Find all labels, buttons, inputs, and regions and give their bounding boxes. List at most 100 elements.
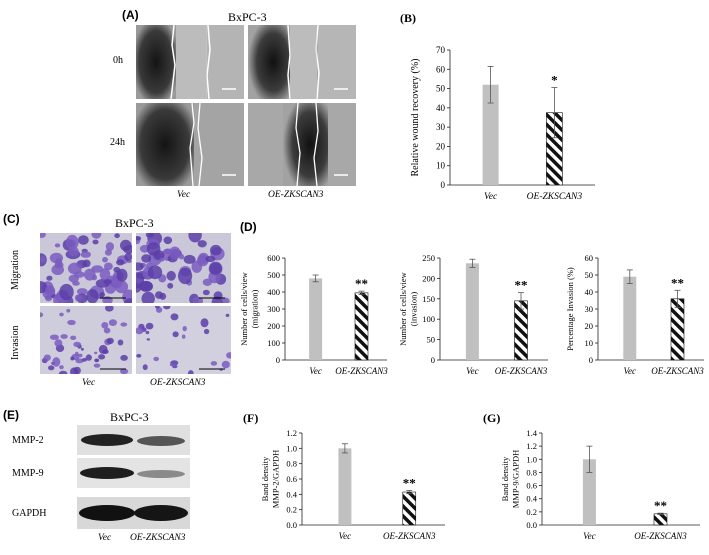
y-axis-label-group: Percentage Invasion (%) <box>565 267 575 351</box>
significance-marker: ** <box>671 275 684 290</box>
y-axis-label: (migration) <box>249 289 259 328</box>
chart-b: (B) 0 10 20 30 40 50 60 70 Relative wound recover… <box>400 11 595 202</box>
y-tick-label: 400 <box>267 287 280 297</box>
bar-vec <box>582 459 596 525</box>
significance-marker: ** <box>403 476 416 491</box>
bar-oe-zkscan3 <box>670 298 685 361</box>
y-tick-label: 10 <box>436 161 446 171</box>
bar-vec <box>623 276 637 360</box>
chart-f: (F) 0.0 0.2 0.4 0.6 0.8 1.0 1.2 Band density MMP-… <box>243 411 445 541</box>
y-tick-label: 30 <box>436 122 446 132</box>
y-axis-label-group: Number of cells/view (migration) <box>239 271 260 346</box>
y-tick-label: 1.0 <box>286 443 297 453</box>
col-label-oe-c: OE-ZKSCAN3 <box>150 378 206 388</box>
y-tick-label: 20 <box>585 321 594 331</box>
x-category-label: OE-ZKSCAN3 <box>527 192 583 202</box>
bar-oe-zkscan3 <box>354 292 369 361</box>
y-axis-label: MMP-2/GAPDH <box>270 450 280 509</box>
y-tick-label: 0.6 <box>526 481 537 491</box>
significance-marker: ** <box>515 278 528 293</box>
western-blot-gapdh <box>77 497 190 529</box>
significance-marker: ** <box>355 276 368 291</box>
y-tick-label: 0 <box>589 355 593 365</box>
panel-a-title: BxPC-3 <box>228 10 267 24</box>
x-category-label: OE-ZKSCAN3 <box>634 531 687 541</box>
y-tick-label: 150 <box>422 294 435 304</box>
transwell-image-vec-migration <box>40 233 132 303</box>
significance-marker: * <box>551 73 558 88</box>
bar-vec <box>465 263 479 360</box>
y-tick-label: 200 <box>267 321 280 331</box>
y-tick-label: 1.4 <box>526 428 537 438</box>
row-label-mmp9: MMP-9 <box>12 468 44 479</box>
bar-vec <box>482 84 499 185</box>
x-category-label: OE-ZKSCAN3 <box>335 366 388 376</box>
y-tick-label: 0 <box>441 180 446 190</box>
y-tick-label: 60 <box>585 253 594 263</box>
x-category-label: Vec <box>484 192 498 202</box>
x-category-label: Vec <box>339 531 352 541</box>
chart-d-migration: 0 100 200 300 400 500 600 Number of cells/view(… <box>239 253 388 376</box>
y-tick-label: 0.4 <box>286 489 297 499</box>
y-tick-label: 0.0 <box>286 520 297 530</box>
panel-label-b: (B) <box>400 11 416 25</box>
y-tick-label: 500 <box>267 270 280 280</box>
y-axis-label: Number of cells/view <box>239 271 249 346</box>
row-label-0h: 0h <box>113 55 123 66</box>
y-axis-label: Band density <box>500 456 510 501</box>
col-label-oe-a: OE-ZKSCAN3 <box>268 190 324 200</box>
wound-image-vec-0h <box>136 25 244 99</box>
y-tick-label: 200 <box>422 273 435 283</box>
chart-d-percentage: 0 10 20 30 40 50 60 Percentage Invasion (%) Vec *… <box>565 253 704 376</box>
y-tick-label: 0.2 <box>286 505 297 515</box>
western-blot-mmp2 <box>77 425 190 455</box>
x-category-label: Vec <box>309 366 322 376</box>
y-tick-label: 100 <box>267 338 280 348</box>
col-label-vec-e: Vec <box>98 533 112 543</box>
y-tick-label: 50 <box>436 84 446 94</box>
bar-oe-zkscan3 <box>514 300 528 361</box>
y-tick-label: 1.0 <box>526 454 537 464</box>
y-axis-label: (invasion) <box>408 292 418 327</box>
y-tick-label: 50 <box>585 270 594 280</box>
y-tick-label: 1.2 <box>526 441 537 451</box>
y-axis-label: MMP-9/GAPDH <box>510 450 520 509</box>
y-tick-label: 100 <box>422 314 435 324</box>
panel-label-a: (A) <box>122 8 139 22</box>
panel-label-c: (C) <box>3 212 20 226</box>
western-blot-mmp9 <box>77 458 190 488</box>
col-label-vec-c: Vec <box>82 378 96 388</box>
transwell-image-oe-invasion <box>136 306 231 374</box>
significance-marker: ** <box>654 498 667 513</box>
y-tick-label: 0 <box>431 355 435 365</box>
y-axis-label: Relative wound recovery (%) <box>410 58 421 176</box>
col-label-vec-a: Vec <box>177 190 191 200</box>
y-tick-label: 70 <box>436 45 446 55</box>
x-category-label: OE-ZKSCAN3 <box>495 366 548 376</box>
y-axis-label-group: Band density MMP-9/GAPDH <box>500 450 521 509</box>
panel-label-e: (E) <box>3 408 19 422</box>
chart-d-invasion: 0 50 100 150 200 250 Number of cells/view (inva… <box>398 253 548 376</box>
y-tick-label: 0.8 <box>526 467 537 477</box>
y-axis-label-group: Number of cells/view (invasion) <box>398 271 418 346</box>
wound-image-oe-24h <box>248 103 356 186</box>
row-label-24h: 24h <box>110 137 125 148</box>
y-tick-label: 0.4 <box>526 494 537 504</box>
y-tick-label: 50 <box>427 335 436 345</box>
y-tick-label: 0 <box>276 355 280 365</box>
y-axis-label: Band density <box>260 456 270 501</box>
y-tick-label: 40 <box>436 103 446 113</box>
y-tick-label: 40 <box>585 287 594 297</box>
y-axis-label: Percentage Invasion (%) <box>565 267 575 351</box>
bar-oe-zkscan3 <box>402 491 417 526</box>
y-tick-label: 60 <box>436 64 446 74</box>
y-tick-label: 20 <box>436 141 446 151</box>
y-tick-label: 1.2 <box>286 428 297 438</box>
row-label-gapdh: GAPDH <box>12 508 47 519</box>
y-tick-label: 0.8 <box>286 459 297 469</box>
y-axis-label-group: Relative wound recovery (%) <box>410 58 421 176</box>
y-tick-label: 0.0 <box>526 520 537 530</box>
panel-e-title: BxPC-3 <box>110 410 149 424</box>
y-tick-label: 250 <box>422 253 435 263</box>
panel-label-f: (F) <box>243 411 258 425</box>
